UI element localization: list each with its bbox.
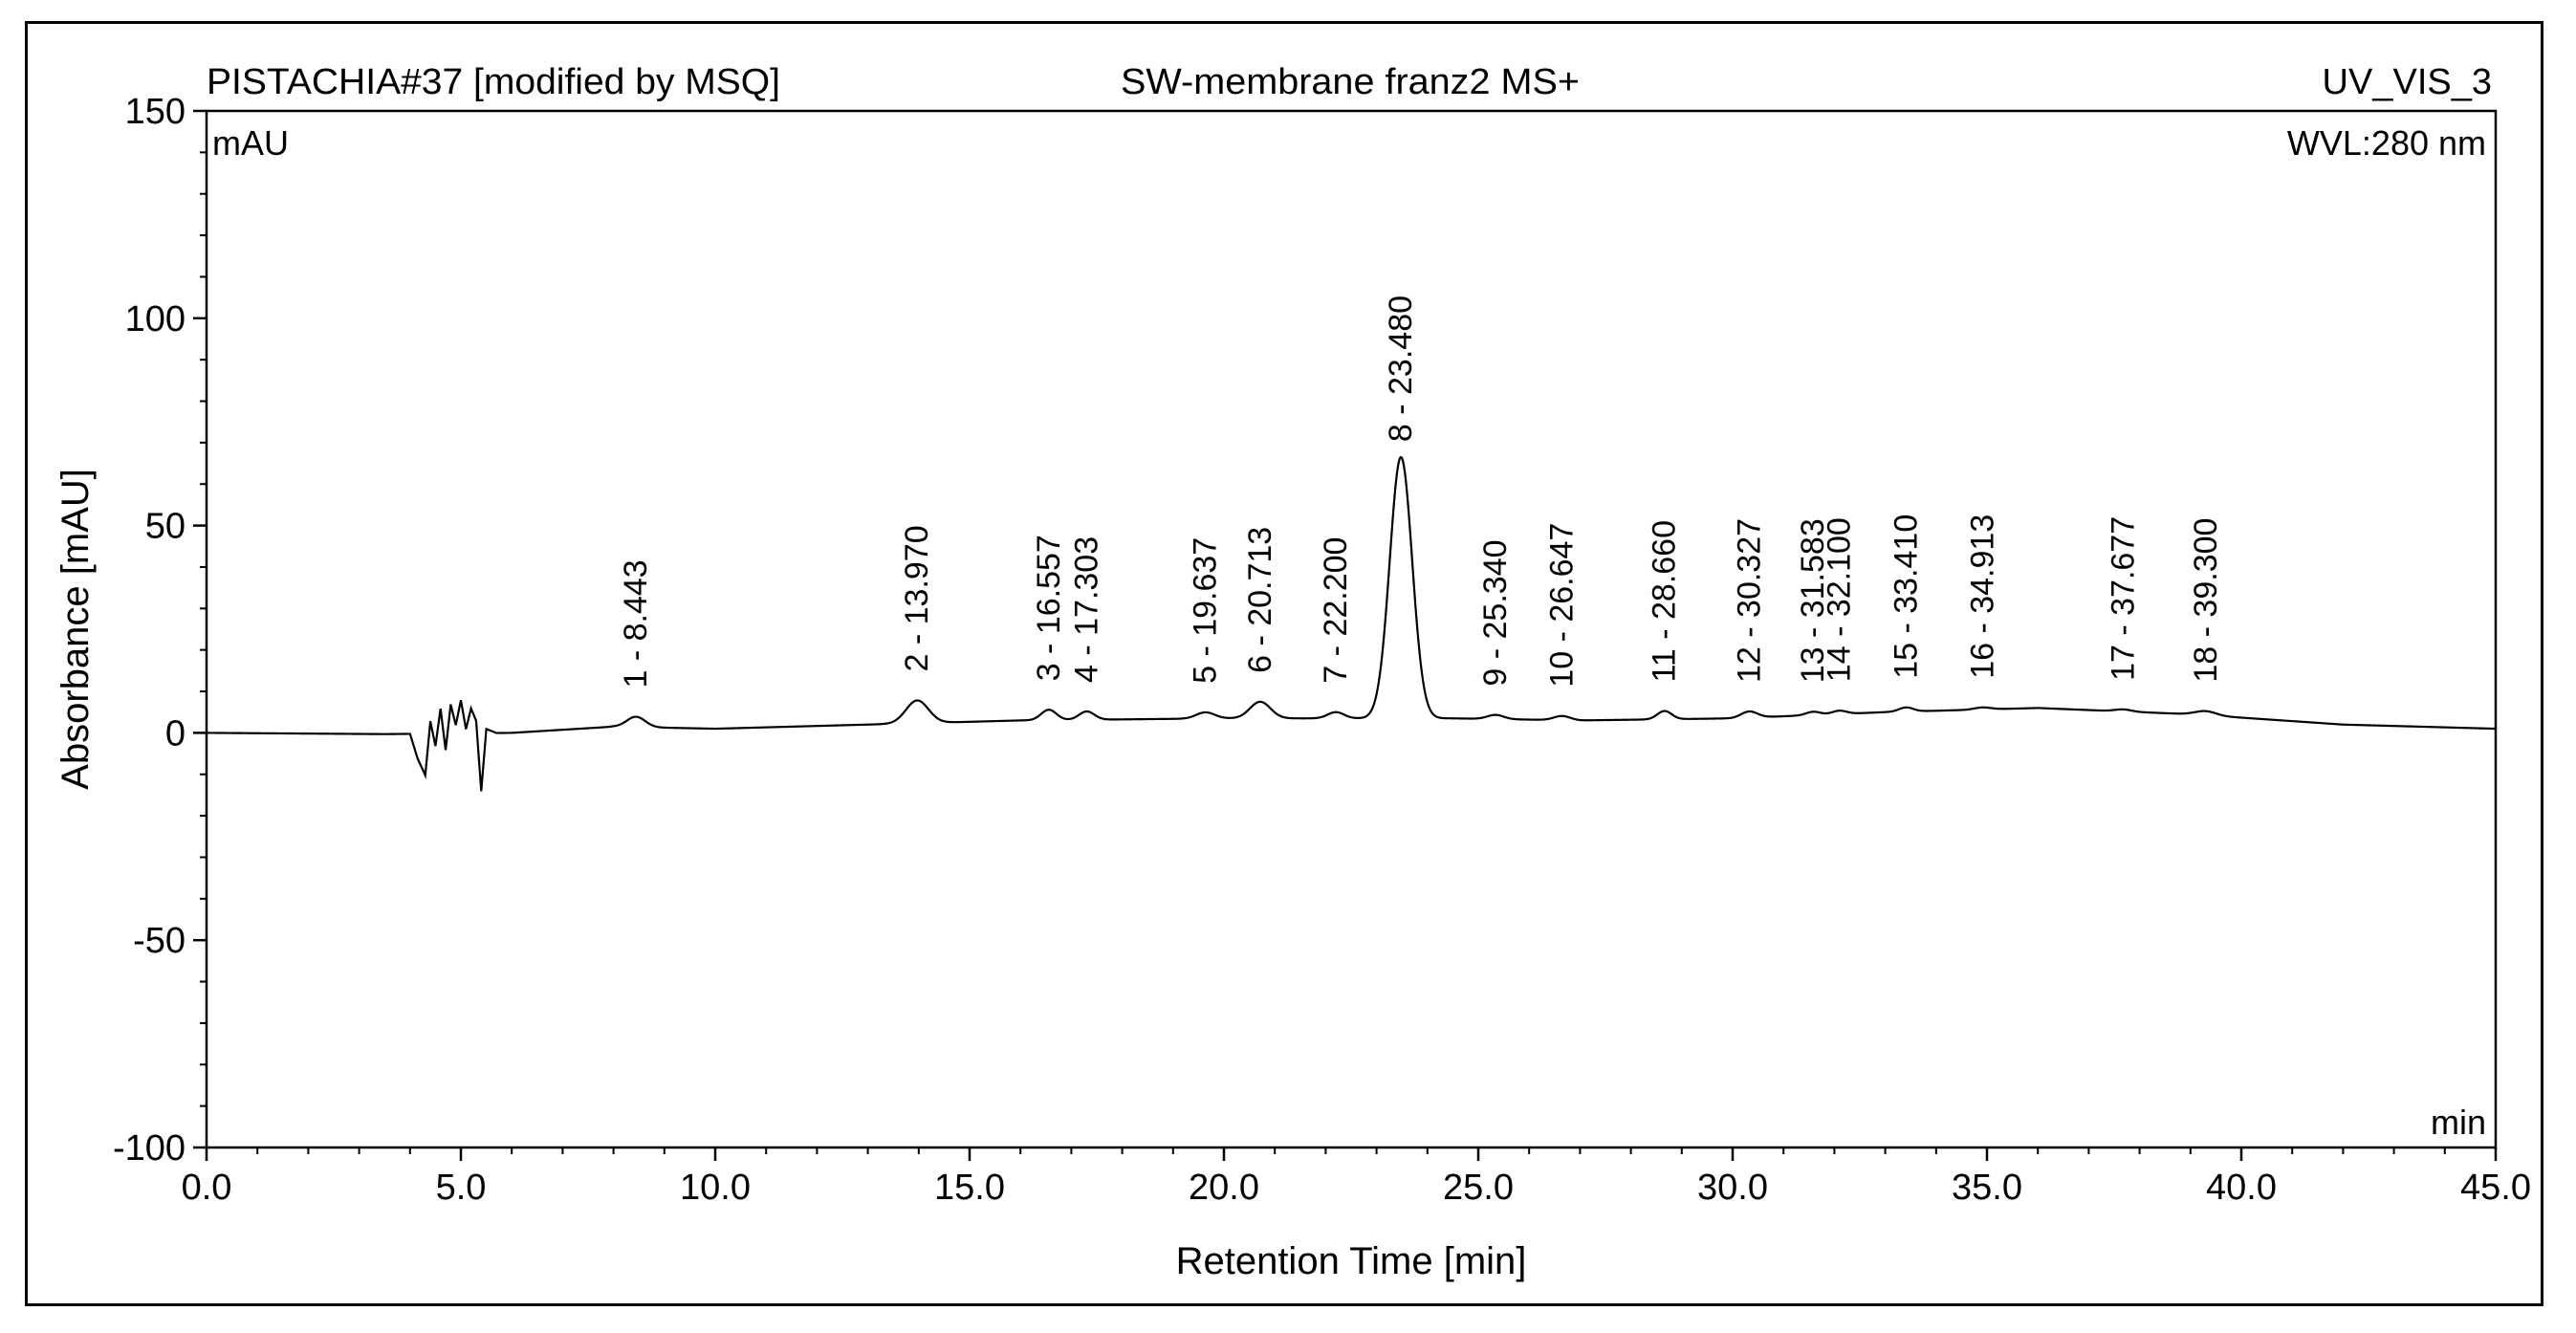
peak-label: 17 - 37.677 <box>2105 516 2141 681</box>
x-axis: 0.0 5.0 10.0 15.0 20.0 25.0 30.0 35.0 40.0 45.0 <box>182 1147 2531 1208</box>
peak-label: 2 - 13.970 <box>899 525 935 671</box>
sample-name: PISTACHIA#37 [modified by MSQ] <box>207 62 780 102</box>
chart-title: SW-membrane franz2 MS+ <box>1121 62 1580 102</box>
trace-group <box>207 455 2497 792</box>
y-tick-label: -50 <box>133 921 186 961</box>
x-tick-label: 45.0 <box>2460 1168 2531 1208</box>
plot-area <box>205 109 2498 1149</box>
peak-label: 18 - 39.300 <box>2188 518 2224 683</box>
x-tick-label: 15.0 <box>934 1168 1005 1208</box>
peak-label: 6 - 20.713 <box>1242 527 1278 673</box>
peak-label: 13 - 31.583 <box>1795 518 1831 683</box>
peak-label: 5 - 19.637 <box>1188 537 1224 684</box>
x-tick-label: 40.0 <box>2206 1168 2277 1208</box>
x-axis-title: Retention Time [min] <box>1176 1240 1527 1282</box>
chart-frame <box>25 21 2543 1306</box>
peak-label: 12 - 30.327 <box>1731 518 1767 683</box>
chromatogram-trace <box>207 455 2497 792</box>
peak-label: 10 - 26.647 <box>1544 523 1581 688</box>
peak-label: 16 - 34.913 <box>1964 514 2000 679</box>
x-tick-label: 0.0 <box>182 1168 232 1208</box>
peak-label: 4 - 17.303 <box>1069 536 1105 683</box>
peak-label: 7 - 22.200 <box>1318 537 1354 684</box>
x-tick-label: 25.0 <box>1443 1168 1514 1208</box>
x-tick-label: 10.0 <box>680 1168 751 1208</box>
x-unit-label: min <box>2431 1103 2486 1142</box>
peak-label: 8 - 23.480 <box>1383 295 1419 442</box>
peak-labels: 1 - 8.443 2 - 13.970 3 - 16.557 4 - 17.303 5… <box>618 295 2224 688</box>
peak-label: 9 - 25.340 <box>1477 539 1514 686</box>
peak-label: 1 - 8.443 <box>618 559 654 688</box>
x-tick-label: 35.0 <box>1952 1168 2022 1208</box>
x-tick-label: 5.0 <box>436 1168 487 1208</box>
y-tick-label: 0 <box>165 713 186 754</box>
y-unit-label: mAU <box>212 123 289 163</box>
peak-label: 14 - 32.100 <box>1822 517 1858 682</box>
y-tick-label: 50 <box>145 507 186 547</box>
y-tick-label: 100 <box>125 299 186 339</box>
peak-label: 15 - 33.410 <box>1888 514 1924 679</box>
x-tick-label: 30.0 <box>1697 1168 1768 1208</box>
y-tick-label: -100 <box>113 1128 186 1169</box>
peak-label: 3 - 16.557 <box>1031 535 1067 681</box>
y-axis-title: Absorbance [mAU] <box>55 469 97 790</box>
y-tick-label: 150 <box>125 92 186 132</box>
wavelength-label: WVL:280 nm <box>2287 123 2486 163</box>
x-tick-label: 20.0 <box>1189 1168 1259 1208</box>
peak-label: 11 - 28.660 <box>1647 520 1683 683</box>
channel-label: UV_VIS_3 <box>2323 62 2492 102</box>
y-axis: 150 100 50 0 -50 -100 <box>113 92 207 1169</box>
